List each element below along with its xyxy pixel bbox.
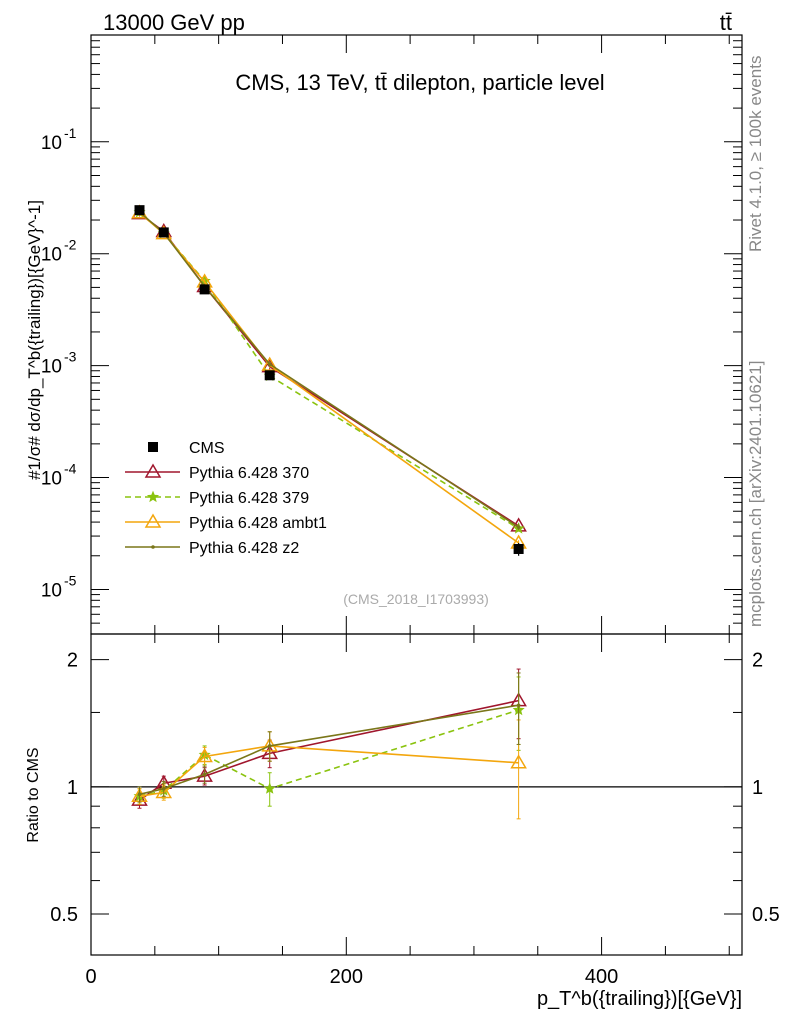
- legend-marker: [148, 442, 158, 452]
- legend-marker: [151, 545, 155, 549]
- y-tick-exponent: -4: [64, 461, 77, 477]
- ratio-marker: [155, 783, 173, 799]
- legend-label: Pythia 6.428 z2: [189, 540, 299, 557]
- y-tick-exponent: -3: [64, 349, 77, 365]
- ratio-tick-label-left: 0.5: [50, 904, 78, 926]
- legend-label: CMS: [189, 440, 225, 457]
- legend-label: Pythia 6.428 370: [189, 465, 309, 482]
- xlabel: p_T^b({trailing})[{GeV}]: [537, 988, 742, 1010]
- legend: CMS Pythia 6.428 370 Pythia 6.428 379 Pythi…: [125, 440, 327, 557]
- x-tick-label: 0: [85, 966, 96, 988]
- ratio-tick-label-right: 2: [752, 650, 763, 672]
- series-marker: [516, 525, 521, 530]
- y-tick-label: 10: [41, 580, 62, 601]
- y-tick-label: 10: [41, 469, 62, 490]
- data-point: [158, 227, 169, 238]
- ylabel-main: #1/σ# dσ/dp_T^b({trailing})[{GeV}^-1]: [25, 200, 44, 480]
- header-left: 13000 GeV pp: [103, 10, 245, 35]
- ratio-series-group: [91, 668, 742, 820]
- ratio-tick-label-left: 1: [67, 777, 78, 799]
- data-point: [264, 370, 275, 381]
- ratio-marker: [263, 782, 276, 794]
- ratio-marker: [131, 791, 148, 806]
- legend-marker: [146, 490, 160, 503]
- ratio-tick-label-right: 1: [752, 777, 763, 799]
- ratio-marker: [137, 792, 142, 797]
- data-point: [199, 284, 210, 295]
- ylabel-ratio: Ratio to CMS: [25, 747, 42, 842]
- ratio-marker: [202, 772, 207, 777]
- legend-label: Pythia 6.428 ambt1: [189, 515, 327, 532]
- legend-marker: [144, 463, 162, 478]
- series-marker: [261, 356, 279, 371]
- mcplots-label: mcplots.cern.ch [arXiv:2401.10621]: [746, 361, 765, 627]
- main-series-group: [131, 204, 527, 556]
- series-marker: [267, 362, 272, 366]
- analysis-id: (CMS_2018_I1703993): [343, 591, 489, 607]
- y-tick-exponent: -5: [64, 572, 77, 588]
- ratio-marker: [516, 703, 521, 708]
- y-tick-label: 10: [41, 357, 62, 378]
- y-tick-label: 10: [41, 245, 62, 266]
- x-tick-label: 200: [330, 966, 363, 988]
- ratio-line: [139, 709, 519, 798]
- chart-title: CMS, 13 TeV, tt̄ dilepton, particle leve…: [235, 70, 604, 95]
- ratio-marker: [510, 754, 527, 769]
- legend-label: Pythia 6.428 379: [189, 490, 309, 507]
- ratio-marker: [267, 744, 272, 748]
- ratio-frame: [90, 633, 743, 956]
- y-tick-label: 10: [41, 133, 62, 154]
- ratio-tick-label-right: 0.5: [752, 904, 780, 926]
- header-right: tt̄: [720, 10, 732, 35]
- ratio-marker: [196, 747, 213, 763]
- y-tick-exponent: -2: [64, 237, 77, 253]
- legend-marker: [144, 513, 162, 528]
- ratio-marker: [161, 786, 166, 791]
- y-tick-exponent: -1: [64, 125, 77, 141]
- data-point: [134, 205, 145, 216]
- rivet-label: Rivet 4.1.0, ≥ 100k events: [746, 56, 765, 252]
- ratio-line: [139, 745, 519, 798]
- data-point: [513, 543, 524, 554]
- ratio-tick-label-left: 2: [67, 650, 78, 672]
- x-tick-label: 400: [585, 966, 618, 988]
